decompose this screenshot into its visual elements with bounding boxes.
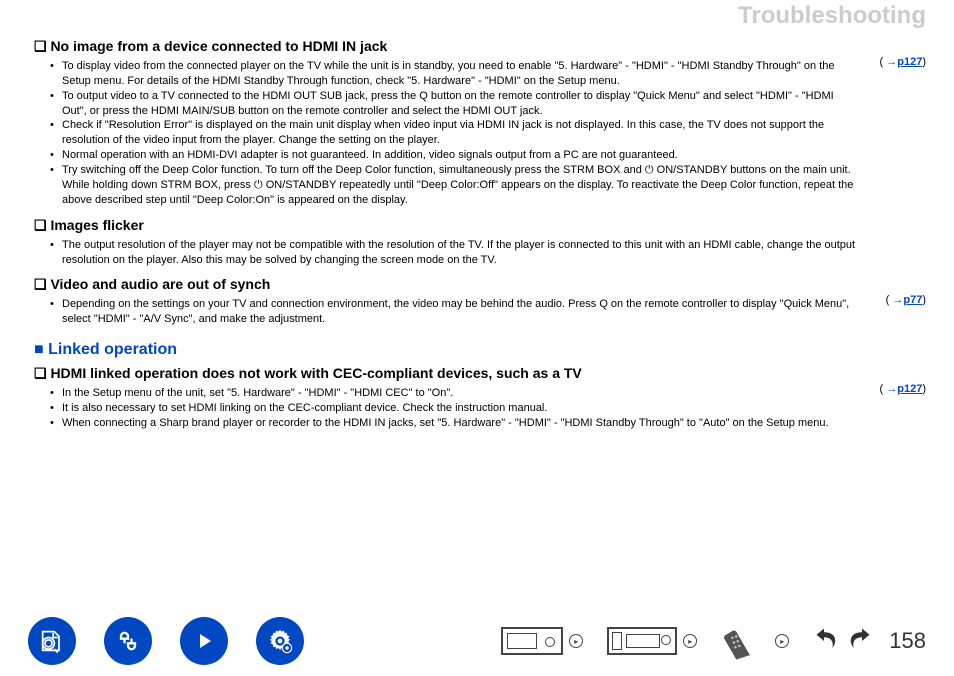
page-number: 158 [889,628,926,654]
bullet-item: Try switching off the Deep Color functio… [54,163,926,208]
content-area: ❏ No image from a device connected to HD… [34,38,926,586]
device-remote[interactable]: ▸ [721,626,789,656]
nav-settings-icon[interactable] [256,617,304,665]
forward-arrow-icon[interactable] [847,626,877,656]
device-rear-panel[interactable]: ▸ [607,627,697,655]
back-arrow-icon[interactable] [809,626,839,656]
bullet-list-sync: Depending on the settings on your TV and… [34,297,926,327]
chevron-right-icon: ▸ [569,634,583,648]
chevron-right-icon: ▸ [775,634,789,648]
section-heading-flicker: ❏ Images flicker [34,217,926,234]
section-heading-no-image: ❏ No image from a device connected to HD… [34,38,926,55]
bullet-item: Depending on the settings on your TV and… [54,297,926,327]
section-heading-cec: ❏ HDMI linked operation does not work wi… [34,365,926,382]
history-nav-group [809,626,877,656]
nav-icons-group [28,617,304,665]
bullet-item: It is also necessary to set HDMI linking… [54,401,926,416]
nav-play-icon[interactable] [180,617,228,665]
page-header-title: Troubleshooting [738,2,926,30]
nav-manual-icon[interactable] [28,617,76,665]
linked-operation-heading: ■ Linked operation [34,341,926,359]
bullet-list-cec: In the Setup menu of the unit, set "5. H… [34,386,926,431]
device-front-panel[interactable]: ▸ [501,627,583,655]
bullet-item: The output resolution of the player may … [54,238,926,268]
bullet-item: Check if "Resolution Error" is displayed… [54,118,926,148]
footer-bar: ▸ ▸ ▸ 158 [0,606,954,676]
bullet-item: In the Setup menu of the unit, set "5. H… [54,386,926,401]
bullet-item: Normal operation with an HDMI-DVI adapte… [54,148,926,163]
bullet-list-no-image: To display video from the connected play… [34,59,926,207]
nav-connection-icon[interactable] [104,617,152,665]
chevron-right-icon: ▸ [683,634,697,648]
bullet-item: When connecting a Sharp brand player or … [54,416,926,431]
bullet-item: To output video to a TV connected to the… [54,89,926,119]
bullet-item: To display video from the connected play… [54,59,926,89]
section-heading-sync: ❏ Video and audio are out of synch [34,276,926,293]
bullet-list-flicker: The output resolution of the player may … [34,238,926,268]
device-icons-group: ▸ ▸ ▸ [501,626,789,656]
